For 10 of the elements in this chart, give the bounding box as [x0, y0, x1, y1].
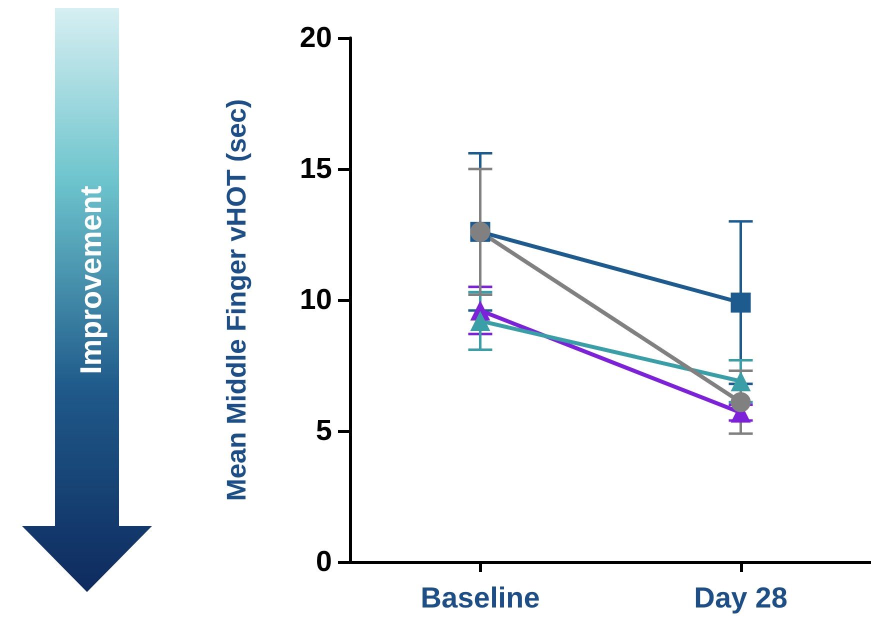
y-tick-label: 20 [300, 22, 332, 54]
y-tick-label: 15 [300, 153, 332, 185]
y-tick-label: 0 [316, 546, 332, 578]
x-tick-label: Baseline [420, 582, 540, 614]
y-tick-label: 5 [316, 415, 332, 447]
x-tick-label: Day 28 [694, 582, 788, 614]
y-axis-title: Mean Middle Finger vHOT (sec) [222, 98, 252, 502]
y-tick-label: 10 [300, 284, 332, 316]
point [730, 292, 751, 313]
text: Improvement [75, 186, 109, 374]
